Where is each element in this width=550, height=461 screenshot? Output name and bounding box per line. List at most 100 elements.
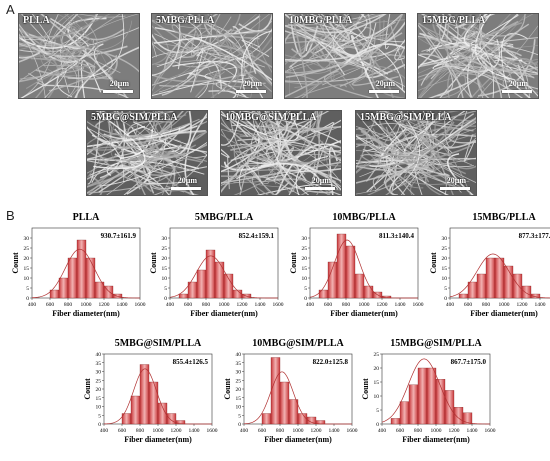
y-tick-label: 5	[98, 413, 101, 419]
y-tick-label: 10	[374, 394, 380, 400]
x-tick-label: 1000	[153, 428, 164, 434]
sem-image-label: 15MBG/PLLA	[422, 15, 486, 26]
y-tick-label: 20	[302, 256, 308, 262]
x-tick-label: 600	[184, 302, 193, 308]
sem-image-label: 10MBG/PLLA	[289, 15, 353, 26]
histogram-bar	[148, 381, 159, 425]
x-tick-label: 1600	[347, 428, 358, 434]
y-axis-label: Count	[149, 252, 158, 274]
x-tick-label: 1600	[413, 302, 424, 308]
x-tick-label: 1200	[311, 428, 322, 434]
y-tick-label: 5	[304, 286, 307, 292]
fiber-texture	[152, 14, 272, 98]
x-tick-label: 400	[28, 302, 37, 308]
sem-image-label: 5MBG@SIM/PLLA	[91, 112, 178, 123]
y-tick-label: 0	[238, 422, 241, 428]
scale-bar-label: 20μm	[311, 176, 331, 185]
histogram-bar	[345, 245, 356, 299]
histogram-bar	[363, 285, 374, 299]
histogram-bar	[166, 413, 177, 425]
y-tick-label: 15	[162, 266, 168, 272]
histogram-svg: 5MBG/PLLA 852.4±159.1 400 600 800 1000 1200 140…	[149, 212, 284, 318]
histogram-bar	[232, 289, 243, 299]
y-tick-label: 20	[96, 387, 102, 393]
x-tick-label: 1400	[117, 302, 128, 308]
y-tick-label: 30	[236, 370, 242, 376]
sem-image: 15MBG/PLLA 20μm	[417, 13, 539, 99]
y-tick-label: 30	[162, 236, 168, 242]
x-tick-label: 1400	[329, 428, 340, 434]
x-tick-label: 600	[258, 428, 267, 434]
y-tick-label: 20	[24, 256, 30, 262]
x-tick-label: 400	[306, 302, 315, 308]
histogram-bar	[175, 420, 186, 425]
fiber-texture	[418, 14, 538, 98]
scale-bar-label: 20μm	[508, 79, 528, 88]
histogram-bar	[336, 233, 347, 299]
fiber-texture	[356, 111, 476, 195]
y-tick-label: 5	[376, 408, 379, 414]
x-tick-label: 1600	[135, 302, 146, 308]
y-tick-label: 5	[238, 413, 241, 419]
histogram-svg: 10MBG/PLLA 811.3±140.4 400 600 800 1000 1200 14…	[289, 212, 424, 318]
y-tick-label: 10	[24, 276, 30, 282]
x-tick-label: 1000	[219, 302, 230, 308]
histogram-title: 5MBG@SIM/PLLA	[115, 338, 202, 349]
scale-bar-label: 20μm	[446, 176, 466, 185]
histogram-bar	[512, 273, 523, 299]
scale-bar-label: 20μm	[109, 79, 129, 88]
y-tick-label: 15	[96, 396, 102, 402]
y-tick-label: 25	[374, 352, 380, 358]
x-axis-label: Fiber diameter(nm)	[330, 309, 398, 318]
x-tick-label: 1200	[377, 302, 388, 308]
histogram-bar	[103, 285, 114, 299]
fit-curve	[31, 248, 140, 299]
histogram-title: 15MBG@SIM/PLLA	[390, 338, 482, 349]
y-tick-label: 0	[376, 422, 379, 428]
y-tick-label: 20	[442, 256, 448, 262]
y-tick-label: 15	[236, 396, 242, 402]
scale-bar-label: 20μm	[177, 176, 197, 185]
x-tick-label: 600	[324, 302, 333, 308]
scale-bar-label: 20μm	[242, 79, 262, 88]
x-tick-label: 400	[378, 428, 387, 434]
histogram-bar	[49, 289, 60, 299]
x-tick-label: 1600	[273, 302, 284, 308]
y-tick-label: 30	[442, 236, 448, 242]
histogram-bar	[453, 407, 464, 425]
histogram: 15MBG@SIM/PLLA 867.7±175.0 400 600 800 1000 12…	[361, 338, 496, 456]
x-tick-label: 1200	[237, 302, 248, 308]
scale-bar	[305, 187, 335, 190]
fiber-texture	[19, 14, 139, 98]
y-tick-label: 25	[236, 378, 242, 384]
scale-bar	[103, 90, 133, 93]
y-tick-label: 20	[374, 366, 380, 372]
x-tick-label: 800	[64, 302, 73, 308]
y-tick-label: 0	[444, 296, 447, 302]
histogram-bar	[399, 401, 410, 425]
mean-sd-label: 855.4±126.5	[173, 358, 209, 366]
sem-image: 15MBG@SIM/PLLA 20μm	[355, 110, 477, 196]
x-axis-label: Fiber diameter(nm)	[402, 435, 470, 444]
y-tick-label: 0	[164, 296, 167, 302]
histogram-bar	[270, 357, 281, 425]
fit-curve	[103, 368, 212, 425]
y-axis-label: Count	[223, 378, 232, 400]
histogram-bar	[408, 384, 419, 425]
x-tick-label: 1400	[189, 428, 200, 434]
histogram-bar	[530, 293, 541, 299]
histogram-svg: 15MBG/PLLA 877.3±177.7 400 600 800 1000 1200 14…	[429, 212, 550, 318]
y-tick-label: 10	[96, 405, 102, 411]
histogram-title: 10MBG@SIM/PLLA	[252, 338, 344, 349]
x-tick-label: 1400	[535, 302, 546, 308]
y-axis-label: Count	[11, 252, 20, 274]
x-axis-label: Fiber diameter(nm)	[264, 435, 332, 444]
histogram-bar	[279, 381, 290, 425]
histogram-bar	[261, 413, 272, 425]
y-tick-label: 10	[302, 276, 308, 282]
histogram-bar	[214, 261, 225, 299]
histogram-bar	[223, 273, 234, 299]
histogram-bar	[318, 289, 329, 299]
y-tick-label: 35	[236, 361, 242, 367]
fiber-texture	[87, 111, 207, 195]
